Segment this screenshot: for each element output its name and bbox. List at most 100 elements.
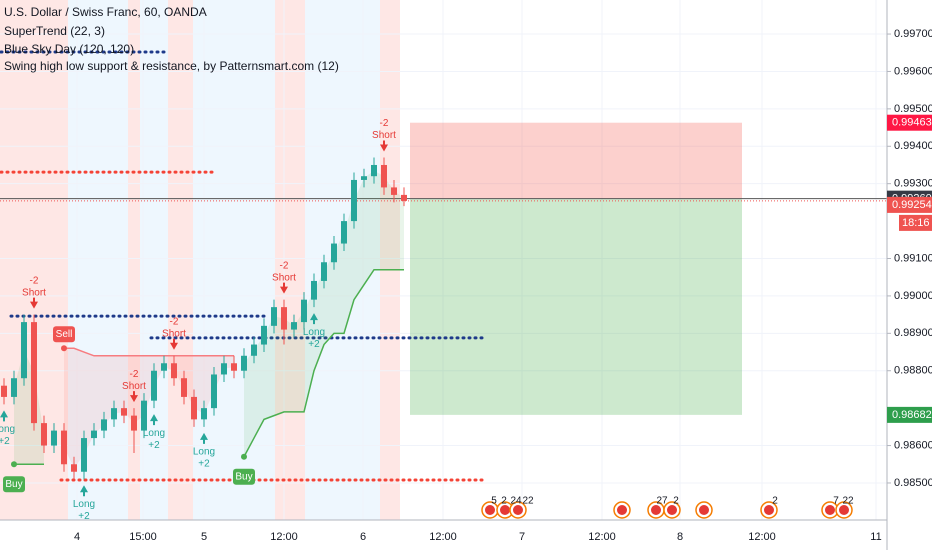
y-tick-label: 0.98800 <box>894 365 932 377</box>
candle-body <box>141 400 147 431</box>
candle-body <box>321 262 327 281</box>
candle-body <box>51 430 57 446</box>
plot: -2Short-2Short-2Short-2Short-2ShortLong+… <box>0 50 887 522</box>
y-tick-label: 0.98900 <box>894 327 932 339</box>
grid <box>0 0 887 520</box>
session-band <box>305 0 380 520</box>
signal-dot <box>11 461 17 468</box>
session-band <box>380 0 400 520</box>
signal-label: Long <box>303 327 325 338</box>
signal-box <box>3 476 25 493</box>
trend-fill <box>244 170 404 457</box>
candle-body <box>131 415 137 431</box>
signal-box <box>233 468 255 485</box>
session-band <box>140 0 168 520</box>
signal-label: +2 <box>0 436 10 447</box>
event-count: 2 <box>501 496 507 507</box>
signal-label: Short <box>272 272 296 283</box>
signal-label: Short <box>372 130 396 141</box>
candle-body <box>11 378 17 397</box>
x-tick-label: 7 <box>519 531 525 543</box>
event-icon-inner <box>513 505 523 515</box>
signal-arrow <box>380 140 388 152</box>
event-icon-inner <box>500 505 510 515</box>
signal-box-label: Buy <box>235 471 252 482</box>
y-tick-label: 0.98600 <box>894 439 932 451</box>
y-tick-label: 0.99300 <box>894 178 932 190</box>
signal-label: -2 <box>170 316 179 327</box>
y-tick-label: 0.98500 <box>894 477 932 489</box>
indicator-label: Blue Sky Day (120, 120) <box>4 42 134 56</box>
candle-body <box>261 325 267 345</box>
candle-body <box>391 187 397 195</box>
x-tick-label: 11 <box>870 531 881 543</box>
signal-label: -2 <box>130 369 139 380</box>
signal-label: Long <box>73 499 95 510</box>
candle-body <box>151 370 157 401</box>
indicator-label: SuperTrend (22, 3) <box>4 24 105 38</box>
y-tick-label: 0.99100 <box>894 252 932 264</box>
price-label-box <box>887 196 932 213</box>
candle-body <box>401 194 407 201</box>
y-tick-label: 0.99600 <box>894 65 932 77</box>
event-icon-inner <box>651 505 661 515</box>
price-label-box <box>887 114 932 131</box>
candle-body <box>161 363 167 371</box>
x-tick-label: 6 <box>360 531 366 543</box>
signal-label: Short <box>22 287 46 298</box>
risk-zone <box>410 122 742 199</box>
event-count: 5 <box>491 496 497 507</box>
signal-arrow <box>200 432 208 444</box>
price-label: 0.99463 <box>892 117 932 129</box>
candle-body <box>241 355 247 371</box>
candle-body <box>1 385 7 397</box>
signal-arrow <box>30 297 38 309</box>
signal-dot <box>241 453 247 460</box>
price-label: 0.98682 <box>892 409 932 421</box>
x-tick-label: 5 <box>201 531 207 543</box>
y-tick-label: 0.99500 <box>894 103 932 115</box>
candle-body <box>41 423 47 446</box>
countdown-box <box>899 214 932 231</box>
signal-arrow <box>0 410 8 422</box>
candle-body <box>31 322 37 424</box>
candle-body <box>181 378 187 397</box>
signal-arrow <box>280 282 288 294</box>
event-count: 22 <box>522 496 534 507</box>
chart-title: U.S. Dollar / Swiss Franc, 60, OANDA <box>4 5 207 19</box>
candle-body <box>21 322 27 379</box>
candle-body <box>371 164 377 177</box>
candle-body <box>231 363 237 371</box>
event-icon-inner <box>839 505 849 515</box>
event-count: 7 <box>833 496 839 507</box>
candle-body <box>171 363 177 379</box>
event-count: 2 <box>772 496 778 507</box>
candle-body <box>381 164 387 188</box>
x-tick-label: 15:00 <box>129 531 157 543</box>
signal-box <box>53 326 75 343</box>
signal-arrow <box>80 485 88 497</box>
candle-body <box>271 307 277 326</box>
signal-arrow <box>170 338 178 350</box>
candle-body <box>91 430 97 439</box>
x-tick-label: 4 <box>74 531 80 543</box>
x-tick-label: 12:00 <box>748 531 776 543</box>
countdown-label: 18:16 <box>902 217 930 229</box>
signal-arrow <box>150 414 158 426</box>
legend: U.S. Dollar / Swiss Franc, 60, OANDA Sup… <box>4 5 339 73</box>
candle-body <box>281 307 287 330</box>
signal-label: Long <box>0 424 15 435</box>
signal-box-label: Sell <box>56 329 73 340</box>
event-icon-inner <box>617 505 627 515</box>
supertrend-line <box>64 347 234 357</box>
signal-label: -2 <box>380 118 389 129</box>
indicator-label: Swing high low support & resistance, by … <box>4 59 339 73</box>
session-band <box>193 0 275 520</box>
signal-label: +2 <box>148 440 160 451</box>
event-icon-inner <box>699 505 709 515</box>
candle-body <box>361 176 367 180</box>
event-icon-inner <box>764 505 774 515</box>
event-icon-inner <box>825 505 835 515</box>
